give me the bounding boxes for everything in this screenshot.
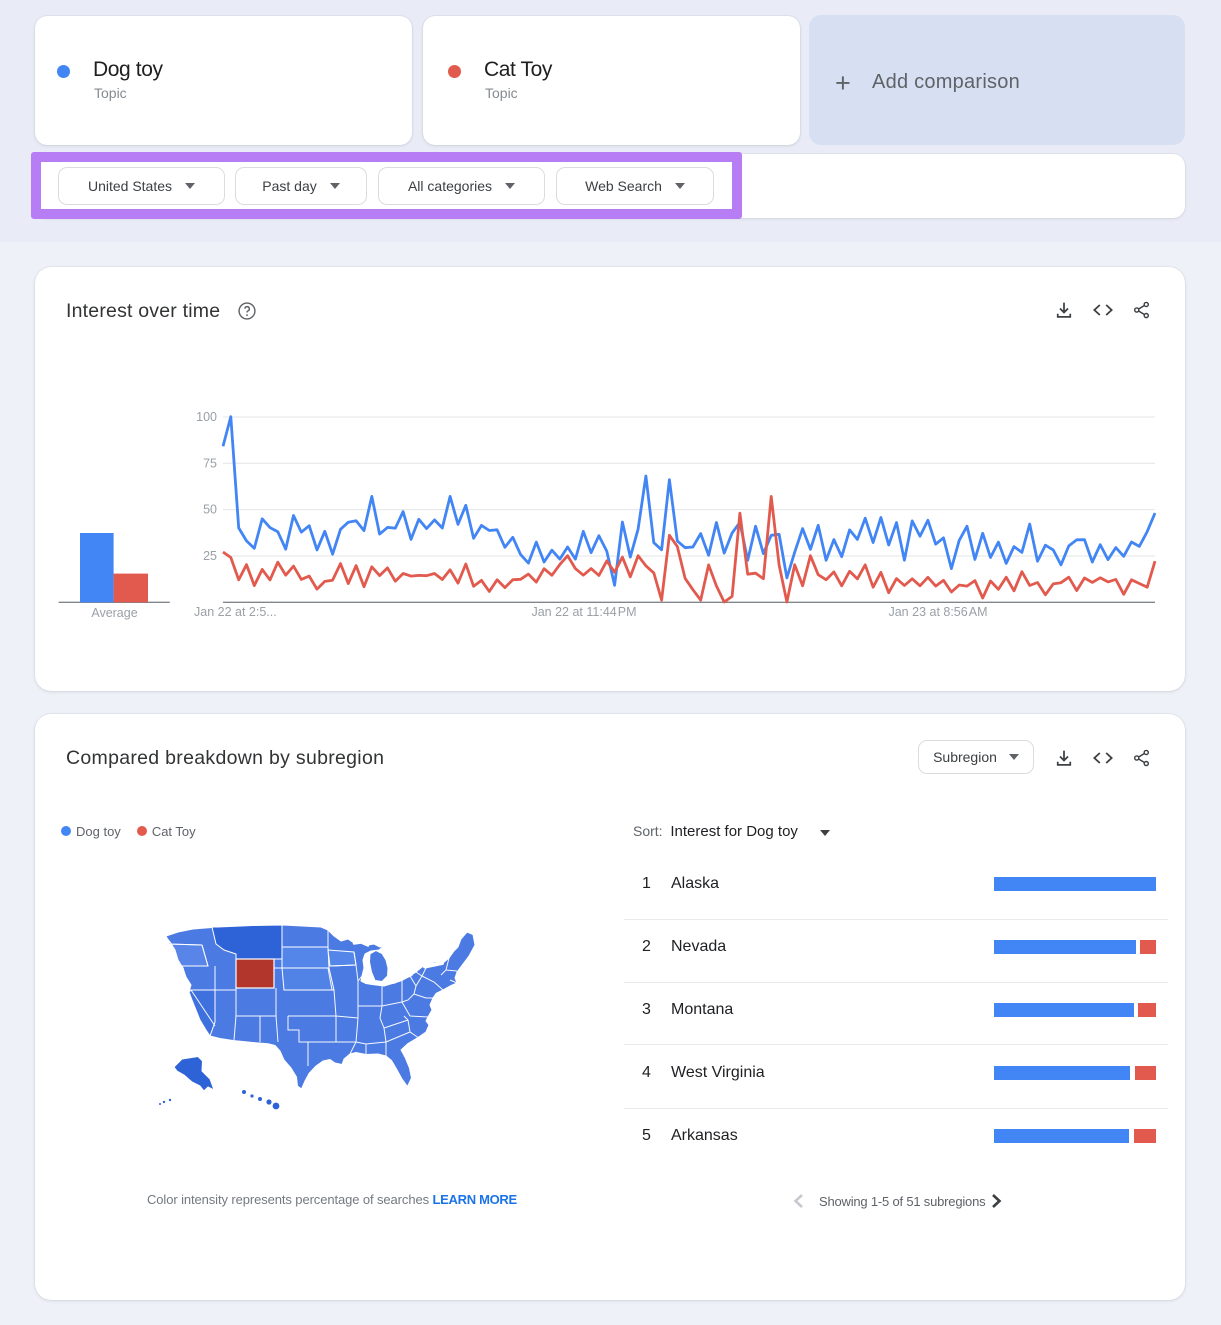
svg-text:75: 75 xyxy=(203,456,217,470)
svg-text:Jan 22 at 11:44 PM: Jan 22 at 11:44 PM xyxy=(531,605,636,619)
svg-text:Jan 22 at 2:5...: Jan 22 at 2:5... xyxy=(194,605,277,619)
svg-text:50: 50 xyxy=(203,503,217,517)
svg-text:Jan 23 at 8:56 AM: Jan 23 at 8:56 AM xyxy=(888,605,987,619)
svg-text:25: 25 xyxy=(203,549,217,563)
svg-text:Average: Average xyxy=(91,606,137,620)
svg-text:100: 100 xyxy=(196,410,217,424)
